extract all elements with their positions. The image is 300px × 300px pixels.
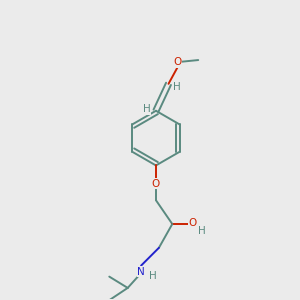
Text: N: N [137, 267, 145, 277]
Text: O: O [173, 57, 181, 67]
Text: O: O [152, 179, 160, 189]
Text: H: H [148, 271, 156, 281]
Text: H: H [197, 226, 205, 236]
Text: O: O [188, 218, 196, 228]
Text: H: H [173, 82, 181, 92]
Text: H: H [143, 104, 151, 114]
